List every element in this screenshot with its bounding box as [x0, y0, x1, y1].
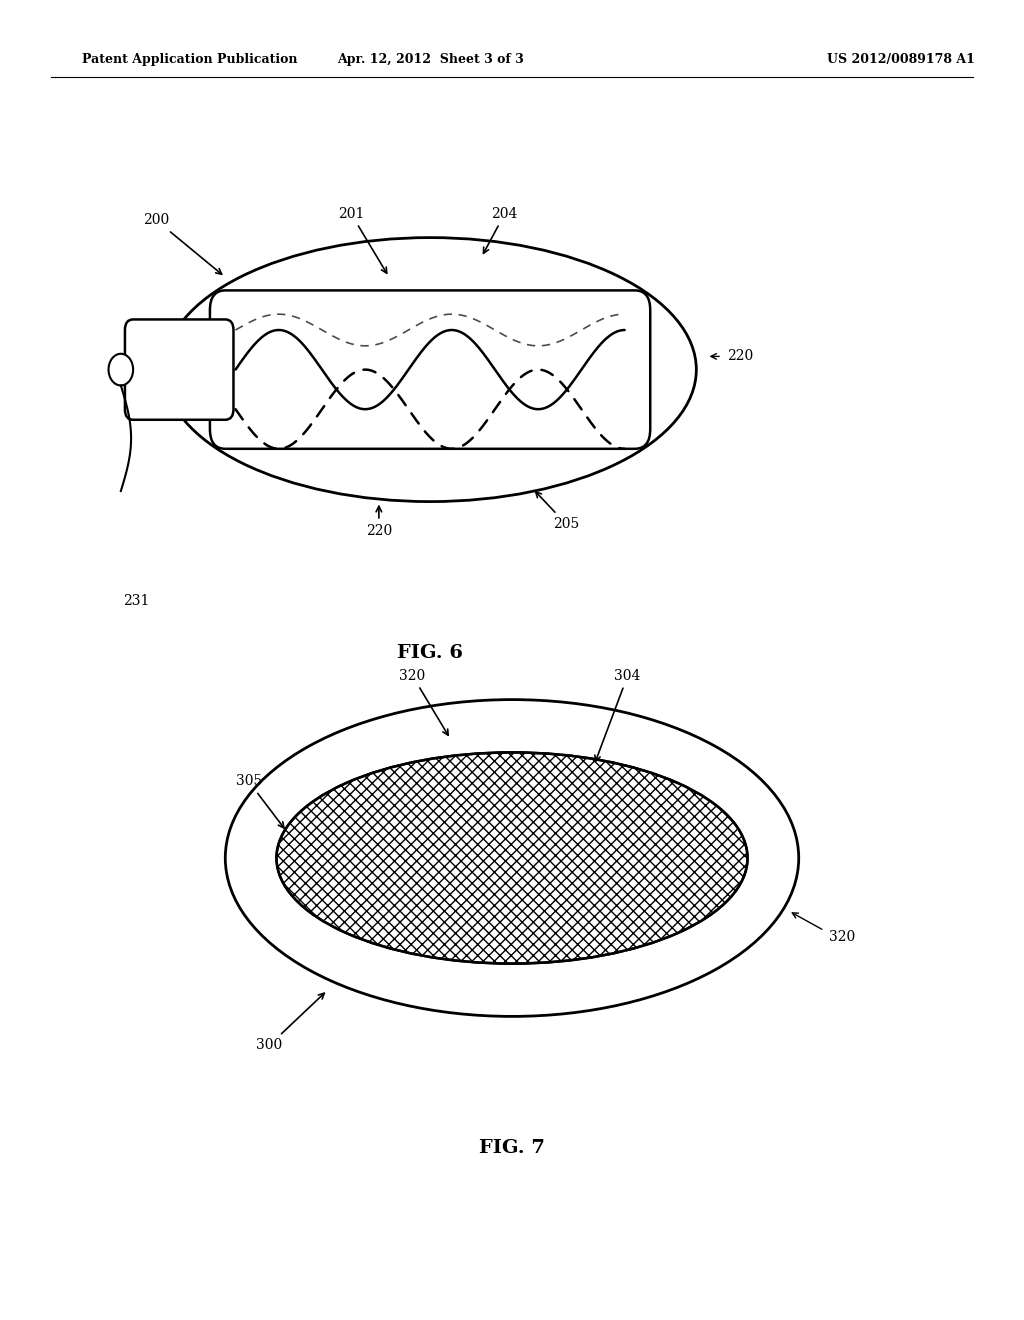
FancyBboxPatch shape	[210, 290, 650, 449]
Text: 201: 201	[338, 207, 387, 273]
Text: 204: 204	[483, 207, 518, 253]
FancyBboxPatch shape	[125, 319, 233, 420]
Text: FIG. 6: FIG. 6	[397, 644, 463, 663]
Text: Patent Application Publication: Patent Application Publication	[82, 53, 297, 66]
Text: US 2012/0089178 A1: US 2012/0089178 A1	[827, 53, 975, 66]
Text: 231: 231	[123, 594, 150, 607]
Ellipse shape	[276, 752, 748, 964]
Ellipse shape	[164, 238, 696, 502]
Text: 320: 320	[829, 931, 856, 944]
Text: 300: 300	[256, 993, 325, 1052]
Text: 200: 200	[143, 214, 222, 275]
Text: Apr. 12, 2012  Sheet 3 of 3: Apr. 12, 2012 Sheet 3 of 3	[337, 53, 523, 66]
Text: 304: 304	[595, 669, 641, 762]
Circle shape	[109, 354, 133, 385]
Text: 305: 305	[236, 775, 284, 828]
Text: FIG. 7: FIG. 7	[479, 1139, 545, 1158]
Text: 220: 220	[727, 350, 754, 363]
Ellipse shape	[225, 700, 799, 1016]
Text: 220: 220	[366, 507, 392, 537]
Text: 320: 320	[399, 669, 449, 735]
Text: 205: 205	[536, 492, 580, 531]
